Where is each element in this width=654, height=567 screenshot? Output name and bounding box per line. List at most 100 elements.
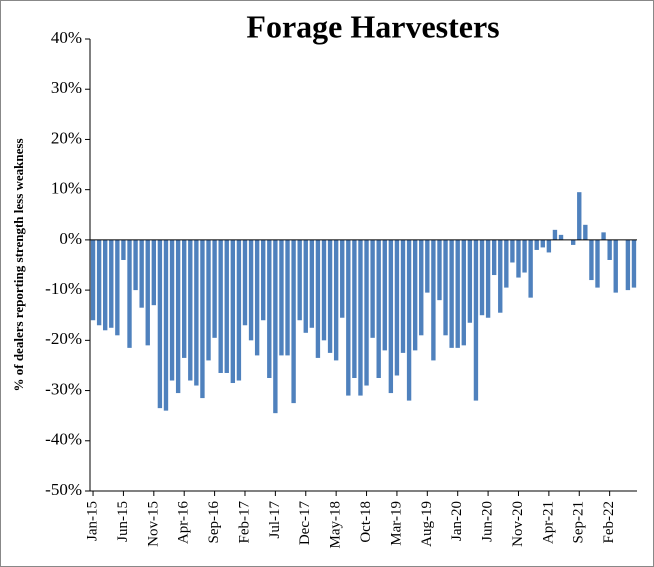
bar xyxy=(455,239,460,348)
y-tick-label: -10% xyxy=(45,279,82,298)
bar xyxy=(157,239,163,409)
bar xyxy=(528,239,533,298)
bar xyxy=(169,239,175,381)
x-tick-label: Mar-19 xyxy=(388,501,404,546)
bar xyxy=(109,239,114,328)
bar xyxy=(498,239,503,313)
bar xyxy=(467,239,473,323)
y-tick-label: 10% xyxy=(51,179,82,198)
bar xyxy=(182,239,187,358)
x-tick-label: Aug-19 xyxy=(419,501,435,547)
x-tick-label: Nov-15 xyxy=(145,501,161,547)
x-tick-label: Jan-15 xyxy=(84,501,100,541)
bar xyxy=(491,239,497,276)
bar xyxy=(103,239,108,331)
bar xyxy=(200,239,205,399)
bar xyxy=(333,239,339,361)
bar xyxy=(625,239,631,291)
y-tick-label: 20% xyxy=(51,128,82,147)
bar xyxy=(449,239,454,348)
bar xyxy=(400,239,406,353)
bar xyxy=(297,239,302,321)
bar xyxy=(321,239,327,341)
bar xyxy=(145,239,150,346)
y-tick-label: -40% xyxy=(45,430,82,449)
bar xyxy=(443,239,448,336)
y-tick-label: 40% xyxy=(51,28,82,47)
y-tick-label: -30% xyxy=(45,379,82,398)
bar xyxy=(613,239,618,293)
bar xyxy=(364,239,369,386)
bar xyxy=(485,239,491,318)
bar xyxy=(631,239,637,288)
x-tick-label: Sep-21 xyxy=(571,501,587,544)
bar xyxy=(595,239,600,288)
bar xyxy=(315,239,321,358)
bar xyxy=(285,239,290,356)
y-tick-label: -50% xyxy=(45,480,82,499)
bar xyxy=(425,239,430,293)
bar xyxy=(327,239,333,353)
bar xyxy=(279,239,284,356)
x-tick-label: Nov-20 xyxy=(510,501,526,547)
bar xyxy=(236,239,242,381)
bar xyxy=(242,239,248,326)
bar xyxy=(607,239,612,260)
bar xyxy=(461,239,466,346)
x-tick-label: Feb-22 xyxy=(601,501,617,544)
bar xyxy=(412,239,418,351)
bar xyxy=(394,239,400,376)
x-tick-label: Jul-17 xyxy=(267,501,283,539)
bar xyxy=(218,239,223,373)
bar xyxy=(419,239,424,336)
bar xyxy=(558,234,564,240)
bar xyxy=(212,239,217,338)
bar xyxy=(291,239,296,404)
bar xyxy=(570,239,576,245)
bar xyxy=(406,239,412,401)
bar xyxy=(473,239,479,401)
y-tick-label: -20% xyxy=(45,329,82,348)
x-tick-label: Jan-20 xyxy=(449,501,465,541)
bar xyxy=(248,239,254,341)
bar xyxy=(370,239,375,338)
bar xyxy=(175,239,181,394)
bar xyxy=(206,239,211,361)
bar xyxy=(267,239,272,378)
y-tick-label: 0% xyxy=(59,229,82,248)
bar xyxy=(352,239,357,378)
bar xyxy=(346,239,351,396)
bar xyxy=(309,239,315,328)
bar xyxy=(273,239,278,414)
bar xyxy=(303,239,308,333)
bar xyxy=(552,229,558,240)
bar xyxy=(601,232,606,240)
bar xyxy=(194,239,199,386)
bar xyxy=(358,239,363,396)
x-tick-label: Jun-20 xyxy=(480,501,496,542)
bar xyxy=(163,239,169,411)
bar xyxy=(133,239,138,291)
bar xyxy=(340,239,345,318)
x-tick-label: Jun-15 xyxy=(115,501,131,542)
bar xyxy=(230,239,236,384)
x-tick-label: Feb-17 xyxy=(236,501,252,544)
y-tick-label: 30% xyxy=(51,78,82,97)
bar xyxy=(522,239,527,273)
bar xyxy=(504,239,509,288)
bar xyxy=(96,239,102,326)
y-axis-label: % of dealers reporting strength less wea… xyxy=(11,138,26,391)
bar xyxy=(261,239,266,321)
bar xyxy=(437,239,442,301)
x-tick-label: Apr-21 xyxy=(540,501,556,544)
bar xyxy=(188,239,193,381)
bar xyxy=(546,239,552,253)
x-tick-label: Sep-16 xyxy=(206,501,222,544)
bar xyxy=(540,239,545,248)
bar xyxy=(254,239,260,356)
bar xyxy=(431,239,436,361)
bar xyxy=(510,239,515,263)
bar xyxy=(139,239,144,308)
bar xyxy=(376,239,381,378)
